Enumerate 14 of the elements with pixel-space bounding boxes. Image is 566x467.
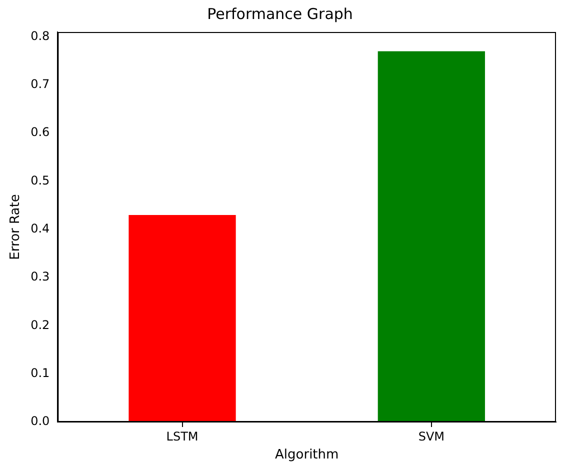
y-tick-label: 0.3 <box>30 270 50 284</box>
y-tick-label: 0.2 <box>30 318 50 332</box>
x-tick-label: LSTM <box>166 429 198 444</box>
y-tick-label: 0.7 <box>30 77 50 92</box>
x-axis-title: Algorithm <box>275 448 339 463</box>
y-tick-label: 0.0 <box>30 414 50 428</box>
y-axis-title: Error Rate <box>8 194 24 260</box>
y-tick-label: 0.6 <box>30 125 50 140</box>
y-tick-label: 0.4 <box>30 222 50 236</box>
y-tick-label: 0.1 <box>30 366 50 380</box>
x-tick-label: SVM <box>418 429 445 444</box>
y-tick-label: 0.5 <box>30 173 50 188</box>
y-tick-label: 0.8 <box>30 28 50 43</box>
chart-title: Performance Graph <box>207 4 353 23</box>
